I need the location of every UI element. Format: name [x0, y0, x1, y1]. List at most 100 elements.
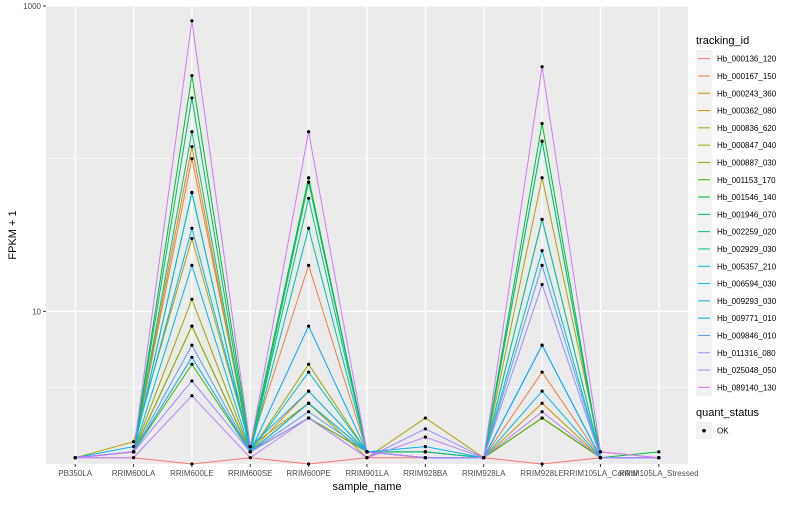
data-point	[190, 297, 194, 301]
x-axis: PB350LA RRIM600LA RRIM600LE RRIM600SE RRIM60…	[58, 464, 699, 478]
data-point	[540, 389, 544, 393]
data-point	[190, 157, 194, 161]
legend-label: Hb_005357_210	[717, 262, 777, 271]
data-point	[423, 450, 427, 454]
legend-label: Hb_009846_010	[717, 331, 777, 340]
data-point	[423, 427, 427, 431]
shape-legend-swatch	[702, 428, 706, 433]
data-point	[540, 248, 544, 253]
data-point	[131, 450, 136, 454]
x-tick-label: RRIM105LA_Control	[564, 469, 638, 478]
data-point	[598, 450, 603, 454]
data-point	[190, 379, 194, 383]
data-point	[307, 130, 311, 134]
data-point	[190, 362, 194, 366]
legend-label: Hb_009293_030	[717, 297, 777, 306]
data-point	[307, 416, 311, 420]
data-point	[307, 263, 311, 267]
x-tick-label: RRIM901LA	[345, 469, 389, 478]
legend-label: Hb_002259_020	[717, 228, 777, 237]
x-tick-label: RRIM600LE	[170, 469, 214, 478]
data-point	[73, 456, 77, 460]
legend-label: Hb_089140_130	[717, 383, 777, 392]
x-tick-label: RRIM105LA_Stressed	[619, 469, 699, 478]
data-point	[307, 324, 311, 328]
data-point	[540, 65, 544, 69]
data-points	[73, 19, 661, 466]
data-point	[190, 144, 194, 149]
data-point	[307, 226, 311, 230]
data-point	[307, 180, 311, 184]
legend-label: Hb_001546_140	[717, 193, 777, 202]
x-tick-label: RRIM600LA	[112, 469, 156, 478]
data-point	[190, 394, 194, 398]
data-point	[248, 456, 252, 460]
data-point	[190, 343, 194, 347]
data-point	[131, 456, 136, 460]
data-point	[657, 456, 661, 460]
legend-label: Hb_000887_030	[717, 158, 777, 167]
data-point	[307, 362, 311, 366]
legend-label: Hb_011316_080	[717, 349, 776, 358]
legend-title: tracking_id	[696, 35, 749, 47]
data-point	[423, 416, 427, 420]
data-point	[307, 410, 311, 414]
x-tick-label: RRIM600PE	[286, 469, 330, 478]
y-tick-label: 1000	[23, 2, 41, 11]
legend-label: Hb_009771_010	[717, 314, 777, 323]
data-point	[190, 96, 194, 100]
legend-label: Hb_000136_120	[717, 55, 777, 64]
x-tick-label: RRIM928LE	[520, 469, 564, 478]
data-point	[540, 401, 544, 405]
data-point	[190, 263, 194, 267]
data-point	[423, 445, 427, 449]
x-tick-label: RRIM600SE	[228, 469, 272, 478]
data-point	[190, 130, 194, 134]
x-axis-title: sample_name	[332, 481, 401, 493]
data-point	[307, 401, 311, 405]
data-point	[190, 324, 194, 328]
data-point	[540, 139, 544, 143]
legend-label: Hb_025048_050	[717, 366, 777, 375]
data-point	[307, 196, 311, 200]
y-axis: 10 1000	[23, 2, 46, 316]
legend-label: Hb_000836_620	[717, 124, 777, 133]
data-point	[190, 19, 194, 23]
data-point	[307, 370, 311, 374]
data-point	[540, 263, 544, 267]
x-tick-label: RRIM928LA	[462, 469, 506, 478]
legend-label: Hb_000362_080	[717, 107, 777, 116]
data-point	[248, 445, 252, 449]
data-point	[365, 450, 369, 454]
data-point	[190, 236, 194, 241]
legend-label: Hb_000167_150	[717, 72, 777, 81]
data-point	[190, 355, 194, 359]
data-point	[540, 370, 544, 374]
x-tick-label: RRIM928BA	[403, 469, 448, 478]
data-point	[540, 121, 544, 126]
data-point	[540, 176, 544, 180]
data-point	[248, 450, 252, 454]
legend-label: Hb_001946_070	[717, 210, 777, 219]
data-point	[540, 282, 544, 287]
data-point	[190, 190, 194, 195]
color-legend: Hb_000136_120 Hb_000167_150 Hb_000243_360 H…	[696, 50, 777, 396]
data-point	[365, 456, 369, 460]
data-point	[482, 456, 486, 460]
data-point	[307, 176, 311, 180]
data-point	[598, 456, 603, 460]
legend-label: Hb_006594_030	[717, 280, 777, 289]
data-point	[190, 74, 194, 78]
y-axis-title: FPKM + 1	[7, 210, 19, 259]
legend-label: Hb_002929_030	[717, 245, 777, 254]
data-point	[423, 435, 427, 439]
data-point	[131, 440, 136, 444]
x-tick-label: PB350LA	[58, 469, 92, 478]
shape-legend: OK	[696, 422, 729, 440]
data-point	[423, 456, 427, 460]
data-point	[190, 226, 194, 230]
legend-label: Hb_000243_360	[717, 89, 777, 98]
y-tick-label: 10	[32, 307, 41, 316]
